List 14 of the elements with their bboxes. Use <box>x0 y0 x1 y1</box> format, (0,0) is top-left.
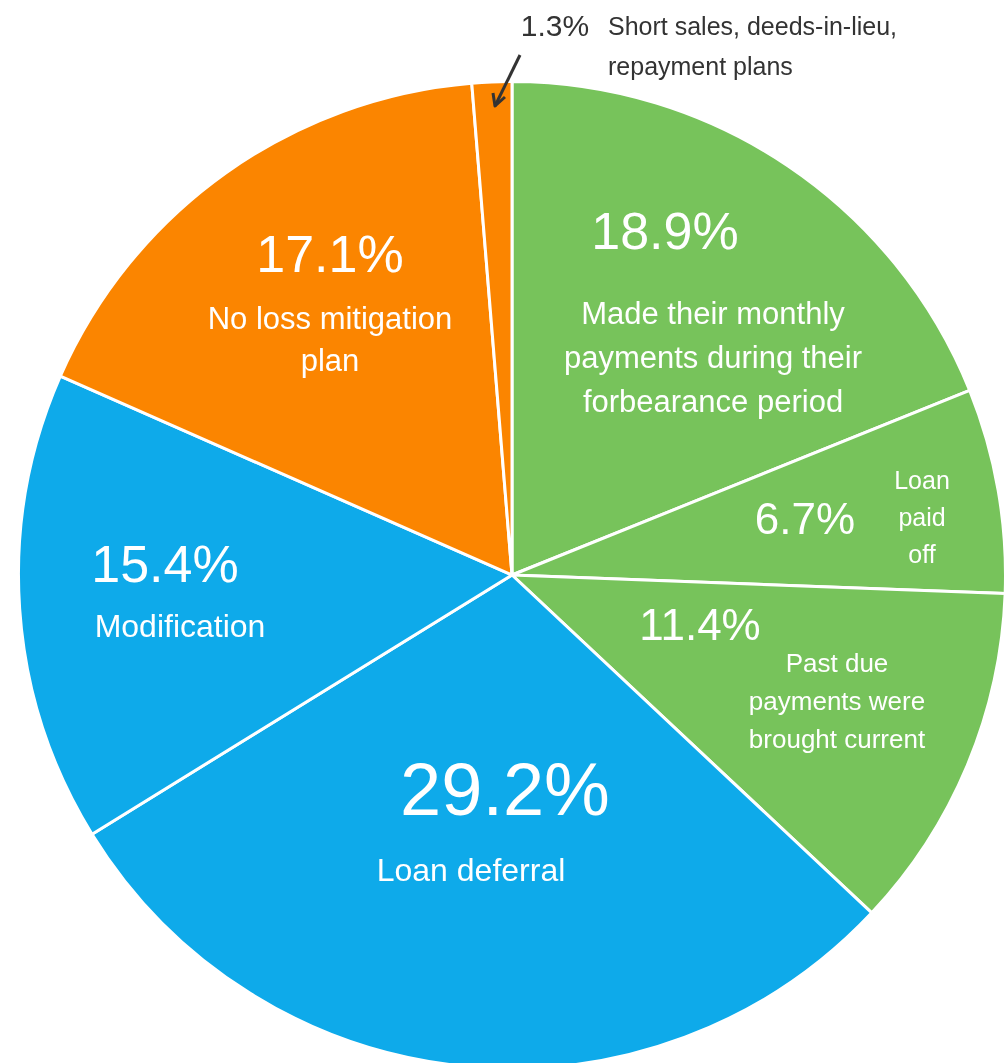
data-label: 6.7% <box>754 494 856 544</box>
slice-label: Past due payments were brought current <box>748 648 926 755</box>
slice-label: Made their monthly payments during their forbearance period <box>563 295 863 419</box>
slice-label: No loss mitigation plan <box>207 300 453 378</box>
data-label: 17.1% <box>256 225 404 284</box>
data-label: 11.4% <box>639 600 761 650</box>
data-label: 29.2% <box>400 748 610 832</box>
slice-label: Loan paid off <box>894 465 950 568</box>
data-label: 18.9% <box>591 202 739 261</box>
data-label: 15.4% <box>91 535 239 594</box>
slice-label: Short sales, deeds-in-lieu, repayment plans <box>608 11 898 80</box>
data-label: 1.3% <box>520 9 590 43</box>
slice-label: Modification <box>94 607 266 644</box>
slice-label: Loan deferral <box>376 851 566 888</box>
